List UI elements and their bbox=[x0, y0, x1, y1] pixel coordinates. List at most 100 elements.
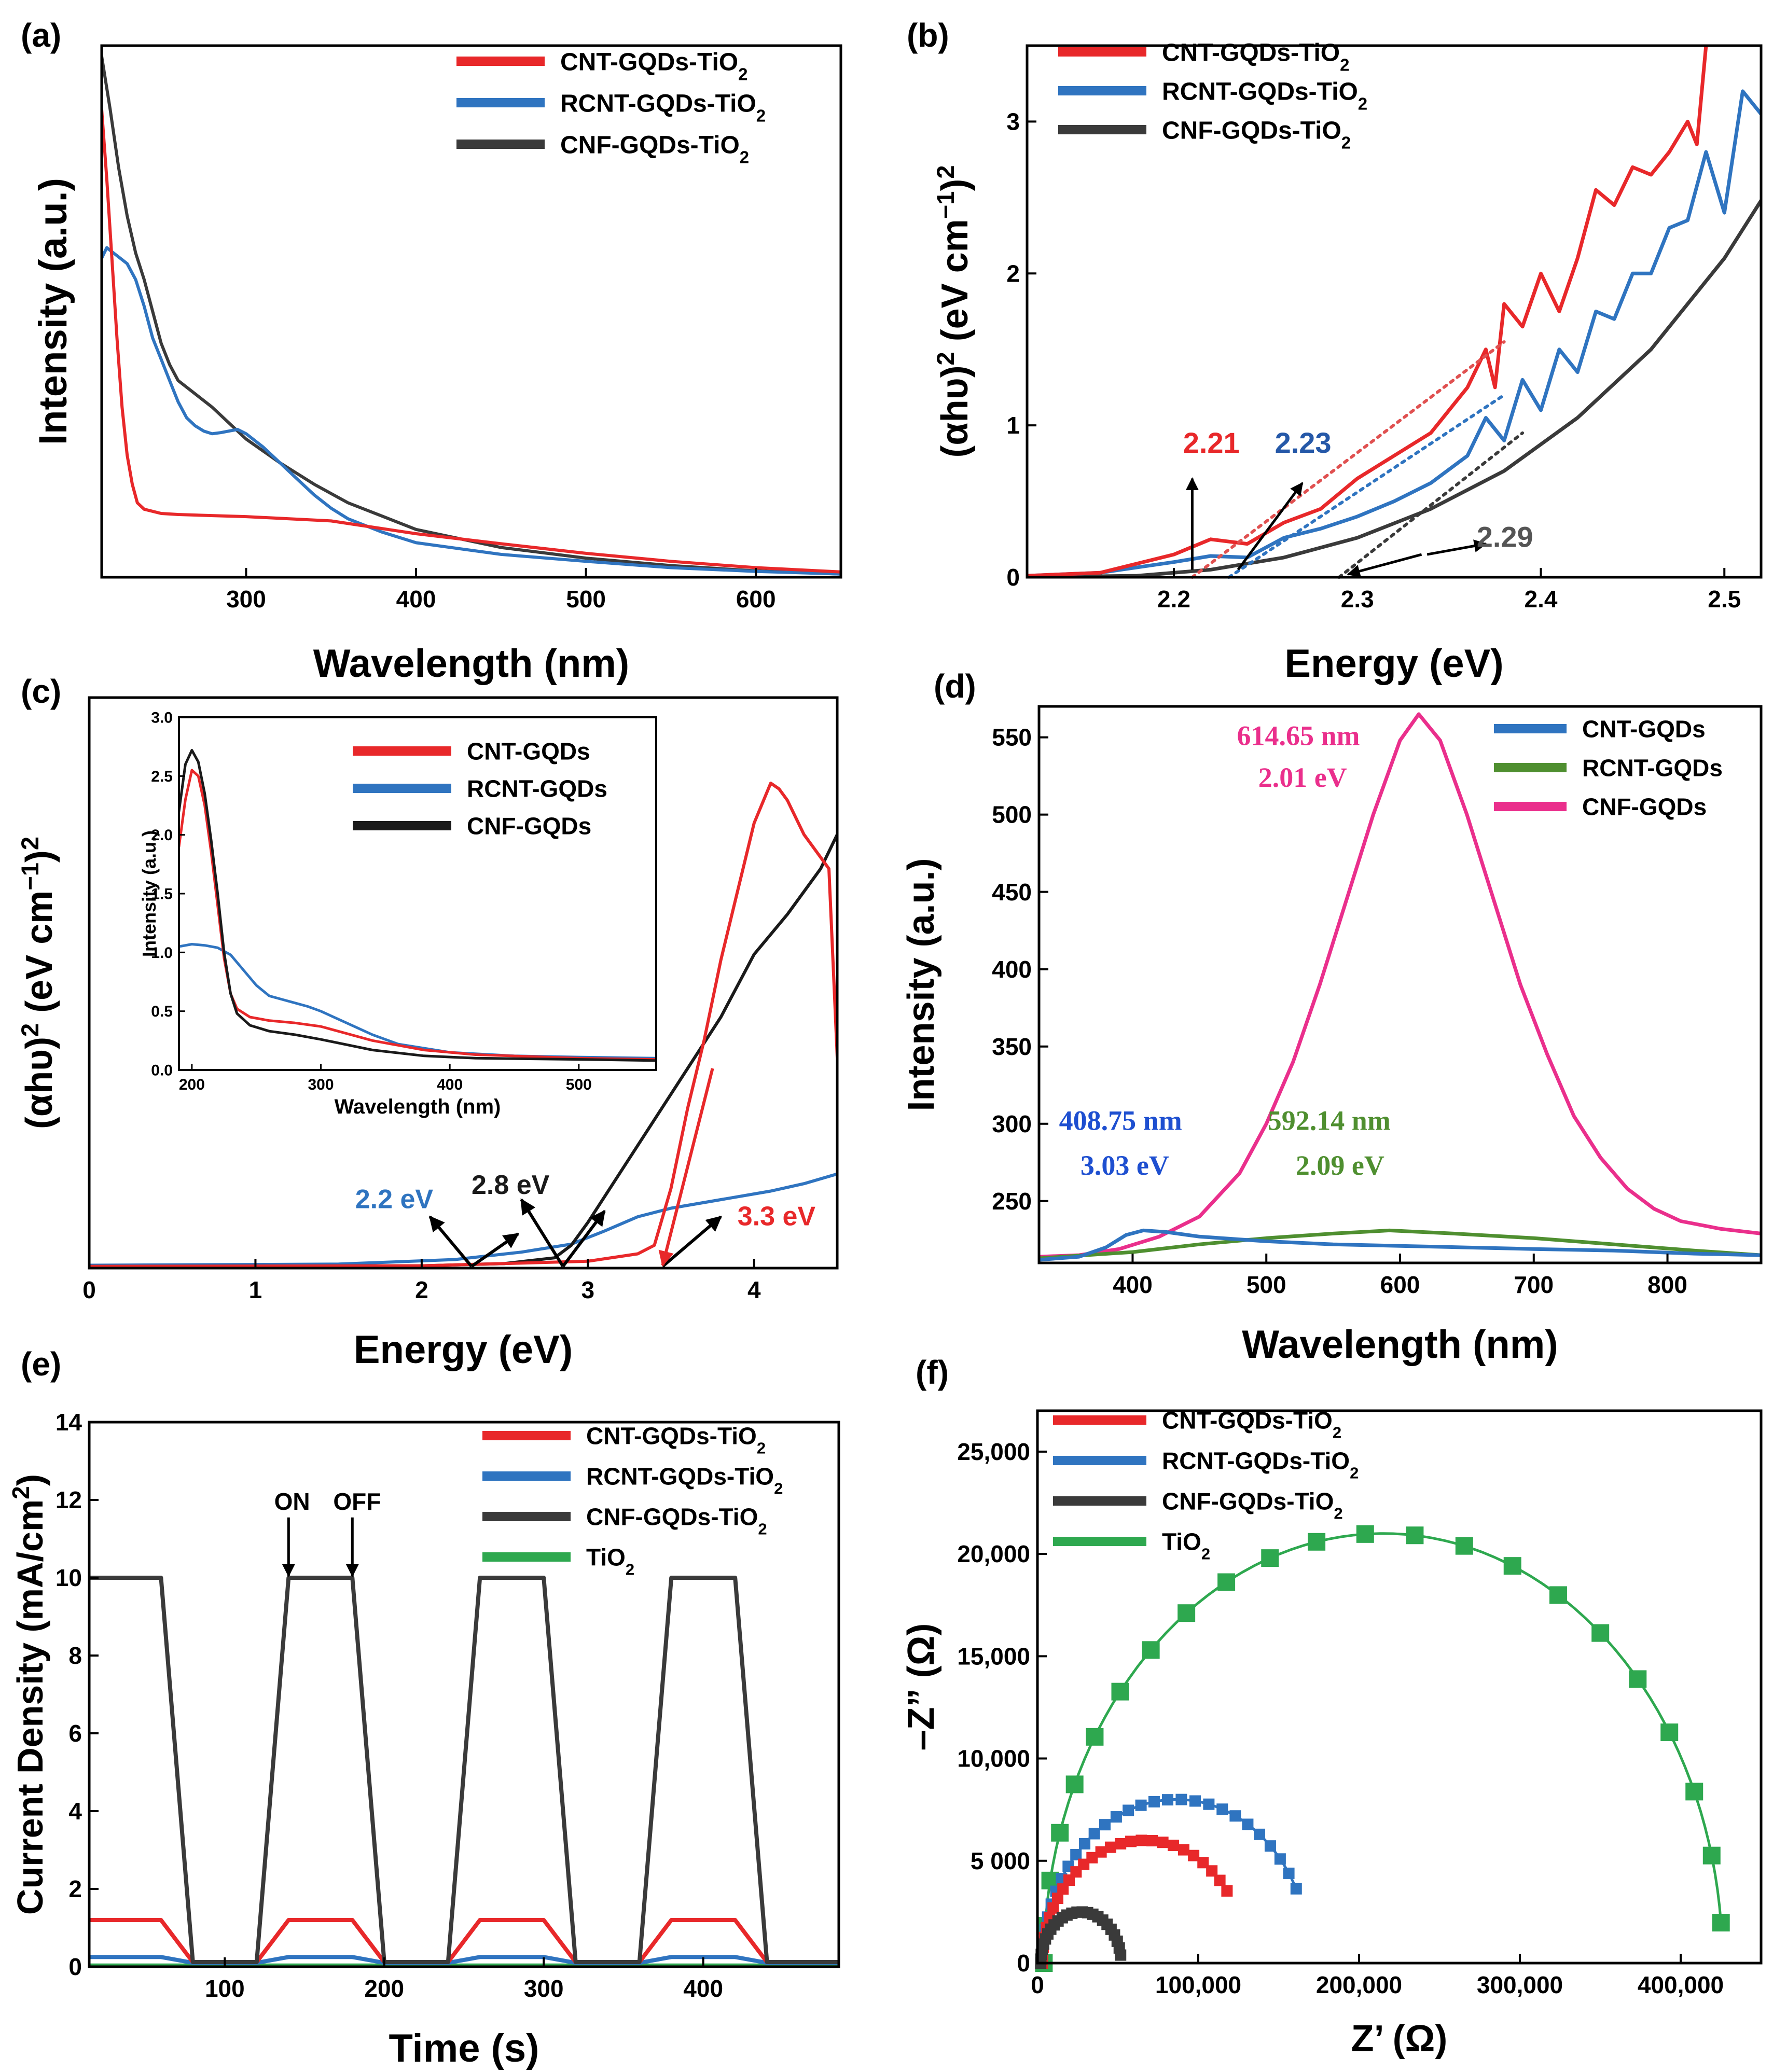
legend-label-sub: 2 bbox=[1350, 1464, 1359, 1482]
y-tick-label: 8 bbox=[68, 1642, 82, 1669]
legend-label: RCNT-GQDs-TiO2 bbox=[560, 90, 766, 125]
y-axis-title-part: ) bbox=[10, 1474, 50, 1486]
data-marker-TiO2 bbox=[1178, 1604, 1196, 1622]
legend-label: CNT-GQDs bbox=[1582, 716, 1706, 743]
annotation-arrow bbox=[1347, 553, 1422, 578]
y-tick-label: 0 bbox=[68, 1953, 82, 1980]
x-tick-label: 400 bbox=[437, 1076, 463, 1093]
x-tick-label: 500 bbox=[1246, 1271, 1286, 1298]
data-marker-TiO2 bbox=[1111, 1682, 1129, 1701]
legend-label-sub: 2 bbox=[1333, 1423, 1341, 1441]
y-axis-title-part: 2 bbox=[16, 1023, 44, 1037]
x-tick-label: 100 bbox=[205, 1975, 245, 2002]
legend-label-sub: 2 bbox=[756, 106, 766, 125]
annotation-label: OFF bbox=[333, 1488, 381, 1515]
legend-label-sub: 2 bbox=[1334, 1504, 1342, 1522]
y-tick-label: 0.5 bbox=[151, 1003, 173, 1020]
panel-label: (a) bbox=[21, 17, 61, 54]
legend-label: CNT-GQDs-TiO2 bbox=[586, 1423, 766, 1457]
series-line-RCNT-GQDs-TiO2 bbox=[1027, 89, 1761, 577]
annotation-label: 2.8 eV bbox=[472, 1170, 550, 1200]
y-tick-label: 25,000 bbox=[957, 1438, 1030, 1465]
series-line-RCNT-GQDs bbox=[179, 943, 656, 1060]
legend-label-main: CNT-GQDs bbox=[467, 738, 590, 765]
annotation-arrow bbox=[661, 1215, 722, 1268]
panel-b: 2.21 2.23 2.29 2.2 2.3 2.4 2.5 0 1 2 3 (b) Energy (e… bbox=[907, 17, 1763, 686]
panel-label: (b) bbox=[907, 17, 949, 54]
y-tick-label: 10 bbox=[56, 1564, 82, 1591]
annotation-label: 2.23 bbox=[1275, 426, 1332, 459]
panel-label: (f) bbox=[916, 1354, 949, 1391]
legend-label: CNT-GQDs-TiO2 bbox=[1162, 39, 1349, 74]
series-line-CNF-GQDs bbox=[1039, 712, 1761, 1259]
data-marker-RCNT-GQDs-TiO2 bbox=[1161, 1794, 1173, 1806]
annotation-label: 2.29 bbox=[1477, 520, 1533, 553]
data-marker-CNT-GQDs-TiO2 bbox=[1178, 1844, 1189, 1856]
plot-frame bbox=[88, 1421, 840, 1968]
panel-label: (e) bbox=[21, 1345, 61, 1383]
x-axis-title: Time (s) bbox=[389, 2026, 539, 2070]
annotation-label: 2.21 bbox=[1183, 426, 1240, 459]
data-marker-RCNT-GQDs-TiO2 bbox=[1110, 1811, 1122, 1823]
data-marker-TiO2 bbox=[1702, 1846, 1721, 1865]
plot-frame bbox=[1026, 44, 1763, 579]
y-tick-label: 12 bbox=[56, 1486, 82, 1513]
data-marker-RCNT-GQDs-TiO2 bbox=[1283, 1867, 1295, 1879]
legend-label: CNF-GQDs-TiO2 bbox=[560, 131, 749, 166]
data-marker-CNT-GQDs-TiO2 bbox=[1197, 1857, 1209, 1869]
x-tick-label: 2.2 bbox=[1157, 586, 1190, 613]
panel-label: (c) bbox=[21, 673, 61, 710]
x-tick-label: 2.4 bbox=[1525, 586, 1558, 613]
panel-d: 400 500 600 700 800 250 300 350 400 450 500 550 614.… bbox=[901, 668, 1763, 1367]
annotation-label: 614.65 nm bbox=[1237, 720, 1360, 752]
legend-label-main: RCNT-GQDs-TiO bbox=[586, 1463, 774, 1490]
y-axis-title-part: (eV cm bbox=[934, 219, 976, 352]
legend-label-main: CNF-GQDs-TiO bbox=[1162, 117, 1341, 144]
x-tick-label: 2.3 bbox=[1341, 586, 1374, 613]
y-axis-title-part: ) bbox=[934, 179, 976, 191]
x-tick-label: 300 bbox=[524, 1975, 564, 2002]
annotation-label: 2.09 eV bbox=[1296, 1150, 1384, 1181]
y-tick-label: 250 bbox=[992, 1188, 1032, 1215]
legend-label-main: CNF-GQDs-TiO bbox=[1162, 1488, 1334, 1515]
data-marker-TiO2 bbox=[1685, 1783, 1703, 1801]
series-line-CNT-GQDs-TiO2 bbox=[102, 108, 841, 574]
y-tick-label: 14 bbox=[56, 1409, 82, 1436]
annotation-arrow bbox=[1426, 539, 1487, 556]
y-tick-label: 1.5 bbox=[151, 886, 173, 903]
series-line-RCNT-GQDs-TiO2 bbox=[102, 246, 841, 576]
data-marker-TiO2 bbox=[1406, 1526, 1424, 1545]
x-axis-title: Wavelength (nm) bbox=[313, 642, 629, 686]
annotation-arrow bbox=[561, 1209, 606, 1268]
data-marker-RCNT-GQDs-TiO2 bbox=[1070, 1848, 1082, 1860]
x-tick-label: 600 bbox=[1380, 1271, 1420, 1298]
inset-x-axis-title: Wavelength (nm) bbox=[335, 1095, 501, 1118]
data-marker-TiO2 bbox=[1629, 1670, 1647, 1688]
series-line-CNF-GQDs-TiO2 bbox=[1027, 199, 1761, 577]
data-marker-CNF-GQDs-TiO2 bbox=[1115, 1949, 1127, 1961]
annotation-arrow bbox=[428, 1215, 473, 1268]
legend-label: CNT-GQDs-TiO2 bbox=[560, 48, 747, 84]
x-tick-label: 0 bbox=[82, 1276, 96, 1303]
legend-label: RCNT-GQDs bbox=[467, 775, 607, 802]
plot-frame bbox=[88, 696, 839, 1270]
legend-label: RCNT-GQDs-TiO2 bbox=[1162, 1448, 1359, 1482]
legend-label: TiO2 bbox=[1162, 1528, 1210, 1563]
annotation-label: ON bbox=[274, 1488, 310, 1515]
legend-label-main: CNT-GQDs bbox=[1582, 716, 1706, 743]
y-axis-title-part: 2 bbox=[7, 1486, 34, 1499]
legend-label-main: TiO bbox=[586, 1544, 626, 1571]
y-tick-label: 2 bbox=[68, 1875, 82, 1902]
legend-label-main: RCNT-GQDs-TiO bbox=[1162, 78, 1358, 105]
x-tick-label: 2 bbox=[415, 1276, 428, 1303]
data-marker-RCNT-GQDs-TiO2 bbox=[1242, 1818, 1254, 1830]
y-axis-title: Intensity (a.u.) bbox=[901, 858, 942, 1111]
legend-label: RCNT-GQDs-TiO2 bbox=[586, 1463, 783, 1498]
legend-label-main: CNT-GQDs-TiO bbox=[1162, 1407, 1333, 1434]
panel-a: 300 400 500 600 (a) Wavelength (nm) Intensity … bbox=[21, 17, 842, 686]
data-marker-TiO2 bbox=[1142, 1641, 1160, 1659]
x-tick-label: 600 bbox=[736, 586, 776, 613]
y-tick-label: 300 bbox=[992, 1110, 1032, 1137]
data-marker-RCNT-GQDs-TiO2 bbox=[1274, 1853, 1286, 1865]
